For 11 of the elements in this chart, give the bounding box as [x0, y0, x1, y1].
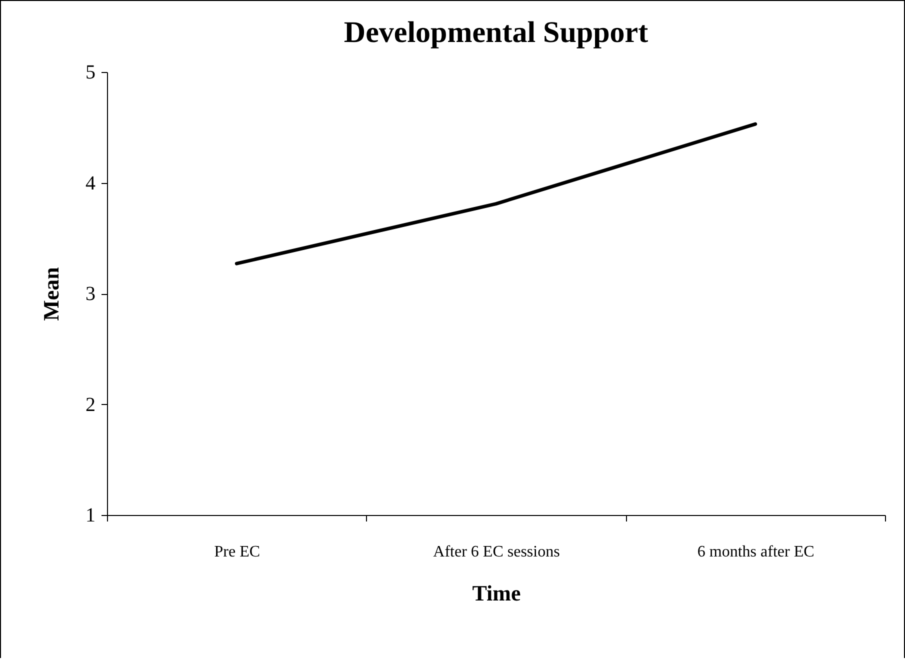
y-tick-label: 2 [86, 394, 96, 416]
y-tick-label: 4 [86, 172, 96, 194]
y-tick-label: 3 [86, 283, 96, 305]
x-tick-label: After 6 EC sessions [433, 544, 560, 560]
y-axis-title: Mean [38, 267, 64, 321]
y-tick-label: 1 [86, 504, 96, 526]
x-tick-label: 6 months after EC [697, 544, 814, 560]
x-tick-label: Pre EC [214, 544, 260, 560]
chart-title: Developmental Support [344, 16, 648, 49]
x-axis-title: Time [472, 580, 521, 606]
y-tick-label: 5 [86, 62, 96, 84]
